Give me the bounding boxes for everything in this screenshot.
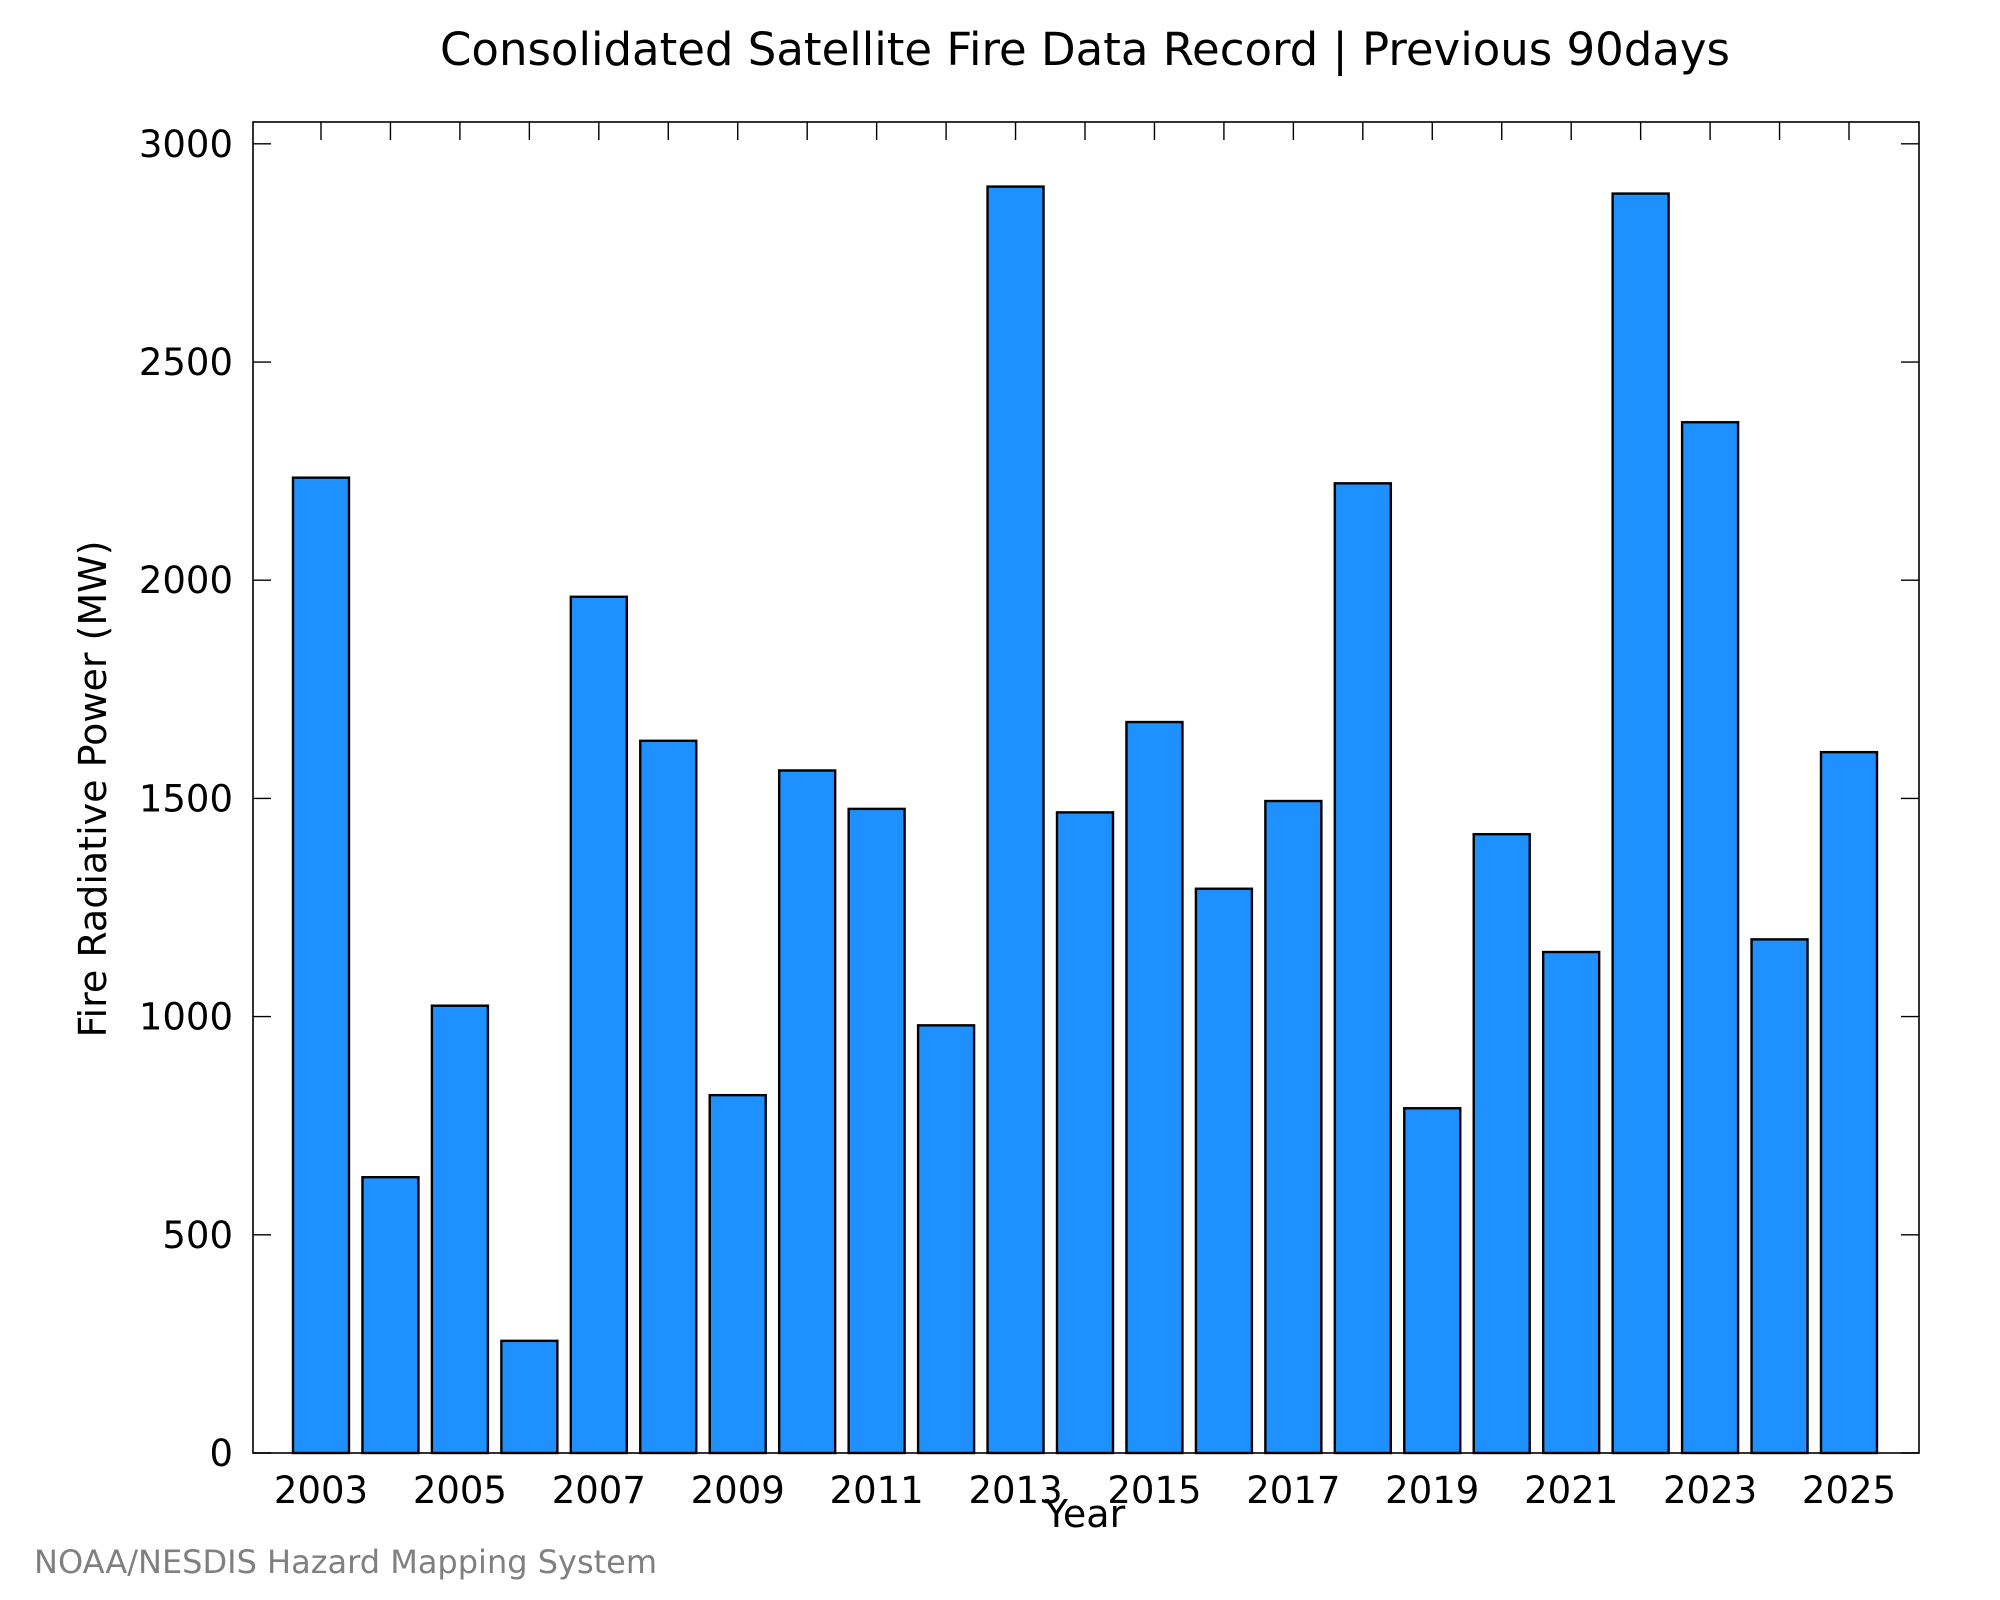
bar-2018 <box>1333 482 1393 1455</box>
bar-2003 <box>291 476 351 1455</box>
bar-2025 <box>1819 750 1879 1455</box>
y-tick-label: 1000 <box>139 996 233 1039</box>
y-axis: 0 500 1000 1500 2000 2500 3000 <box>139 123 1919 1475</box>
y-tick-label: 2500 <box>139 341 233 384</box>
bar-2015 <box>1125 720 1184 1455</box>
x-tick-label: 2025 <box>1802 1469 1896 1512</box>
bar-2016 <box>1194 887 1254 1455</box>
y-axis-label: Fire Radiative Power (MW) <box>71 540 115 1037</box>
y-tick-label: 1500 <box>139 777 233 820</box>
x-tick-label: 2021 <box>1524 1469 1618 1512</box>
bar-2006 <box>500 1339 559 1455</box>
bar-2019 <box>1403 1107 1462 1455</box>
bar-2012 <box>916 1024 976 1455</box>
x-tick-label: 2005 <box>413 1469 507 1512</box>
bar-2013 <box>986 185 1045 1455</box>
x-tick-label: 2015 <box>1107 1469 1201 1512</box>
x-tick-label: 2009 <box>691 1469 785 1512</box>
bar-2014 <box>1055 811 1115 1455</box>
bar-2011 <box>847 807 906 1455</box>
bar-2024 <box>1750 938 1809 1455</box>
bar-2005 <box>430 1004 490 1455</box>
bar-2017 <box>1264 799 1323 1455</box>
x-axis-label: Year <box>1044 1492 1126 1536</box>
x-tick-label: 2007 <box>552 1469 646 1512</box>
y-tick-label: 500 <box>162 1214 233 1257</box>
bar-2021 <box>1541 950 1601 1455</box>
bar-2022 <box>1611 192 1670 1455</box>
bar-2020 <box>1472 832 1531 1455</box>
bar-2007 <box>569 595 629 1455</box>
y-tick-label: 2000 <box>139 559 233 602</box>
bar-2009 <box>708 1093 767 1455</box>
x-tick-label: 2017 <box>1246 1469 1340 1512</box>
y-tick-label: 0 <box>209 1432 233 1475</box>
source-footer: NOAA/NESDIS Hazard Mapping System <box>34 1543 657 1581</box>
bars <box>291 185 1879 1455</box>
y-tick-label: 3000 <box>139 123 233 166</box>
bar-2010 <box>777 769 837 1455</box>
chart-title: Consolidated Satellite Fire Data Record … <box>440 23 1730 76</box>
x-axis: 2003 2005 2007 2009 2011 2013 2015 2017 2019 2021… <box>274 122 1896 1512</box>
bar-2004 <box>361 1175 420 1455</box>
x-tick-label: 2019 <box>1385 1469 1479 1512</box>
x-tick-label: 2013 <box>968 1469 1062 1512</box>
x-tick-label: 2023 <box>1663 1469 1757 1512</box>
x-tick-label: 2003 <box>274 1469 368 1512</box>
x-tick-label: 2011 <box>830 1469 924 1512</box>
bar-2023 <box>1680 421 1740 1455</box>
bar-2008 <box>639 739 698 1455</box>
